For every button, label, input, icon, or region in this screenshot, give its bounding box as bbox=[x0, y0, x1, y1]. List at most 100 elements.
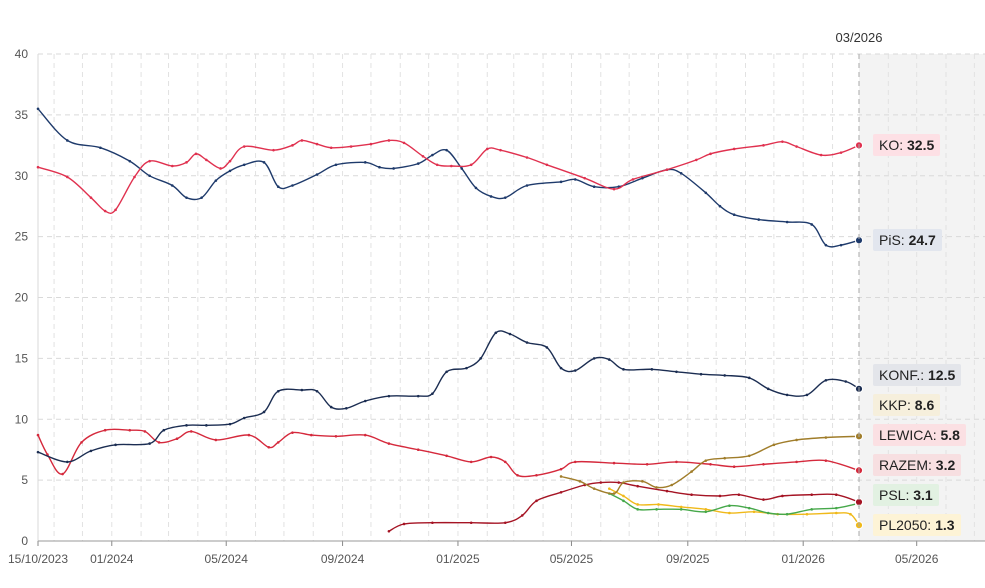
data-point bbox=[315, 142, 319, 146]
data-point bbox=[747, 454, 751, 458]
data-point bbox=[607, 487, 611, 490]
label-party-name: KO bbox=[879, 137, 900, 154]
label-separator: : bbox=[927, 517, 936, 533]
data-point bbox=[103, 209, 107, 213]
data-point bbox=[819, 153, 823, 157]
data-point bbox=[315, 173, 319, 176]
data-point bbox=[834, 511, 838, 515]
data-point bbox=[704, 459, 708, 462]
data-point bbox=[489, 195, 493, 198]
grid bbox=[37, 53, 985, 542]
data-point bbox=[416, 162, 420, 165]
y-tick-label: 30 bbox=[15, 169, 29, 183]
label-separator: : bbox=[907, 397, 915, 413]
data-point bbox=[171, 184, 174, 187]
data-point bbox=[559, 475, 563, 478]
x-tick-label: 15/10/2023 bbox=[8, 552, 68, 566]
series-pis bbox=[36, 107, 864, 248]
data-point bbox=[690, 470, 693, 473]
data-point bbox=[387, 394, 391, 398]
data-point bbox=[573, 369, 577, 372]
data-point bbox=[387, 139, 391, 142]
data-point bbox=[148, 159, 151, 163]
data-point bbox=[728, 504, 731, 507]
data-point bbox=[704, 508, 708, 511]
label-separator: : bbox=[899, 137, 908, 154]
axes: 0 5 10 15 20 25 30 35 40 15/10/2023 01/2024 05/2024… bbox=[8, 47, 985, 566]
data-point bbox=[704, 510, 708, 514]
data-point bbox=[747, 506, 751, 510]
data-point bbox=[781, 140, 784, 143]
data-point bbox=[655, 508, 658, 511]
data-point bbox=[143, 430, 147, 433]
data-point bbox=[315, 389, 319, 393]
data-point bbox=[363, 399, 367, 403]
data-point bbox=[795, 460, 798, 464]
data-point bbox=[645, 462, 649, 466]
data-point bbox=[810, 493, 814, 497]
data-point bbox=[185, 196, 188, 199]
series-line-psl bbox=[608, 492, 860, 516]
data-point bbox=[766, 511, 770, 515]
data-point bbox=[479, 357, 482, 360]
data-point bbox=[214, 179, 218, 182]
data-point bbox=[612, 187, 616, 191]
data-point bbox=[80, 441, 83, 444]
data-point bbox=[387, 442, 391, 445]
data-point bbox=[824, 243, 828, 247]
data-point bbox=[612, 461, 616, 465]
data-point bbox=[839, 243, 843, 247]
data-point bbox=[525, 156, 529, 159]
data-point bbox=[670, 483, 674, 487]
label-party-name: LEWICA bbox=[879, 427, 933, 443]
data-point bbox=[387, 529, 391, 533]
series-razem bbox=[387, 481, 864, 533]
data-point bbox=[785, 393, 789, 397]
x-tick-label: 05/2024 bbox=[205, 552, 249, 566]
data-point bbox=[205, 158, 208, 162]
label-separator: : bbox=[928, 457, 936, 473]
data-point bbox=[592, 357, 596, 360]
data-point bbox=[592, 487, 596, 490]
series-konf bbox=[36, 330, 864, 464]
data-point bbox=[559, 491, 563, 494]
data-point bbox=[805, 512, 809, 516]
data-point bbox=[503, 460, 507, 464]
y-tick-label: 35 bbox=[15, 108, 29, 122]
series-line-ko bbox=[37, 139, 860, 215]
cursor-date-label: 03/2026 bbox=[836, 30, 883, 45]
x-tick-label: 09/2025 bbox=[666, 552, 710, 566]
data-point bbox=[205, 424, 208, 427]
data-point bbox=[128, 428, 132, 432]
data-point bbox=[276, 185, 280, 189]
data-point bbox=[416, 448, 420, 451]
series-line-razem bbox=[388, 481, 860, 532]
data-point bbox=[785, 512, 789, 516]
data-point bbox=[148, 442, 151, 445]
label-razem: RAZEM: 3.2 bbox=[873, 454, 962, 476]
data-point bbox=[392, 167, 395, 170]
data-point bbox=[824, 459, 828, 462]
data-point bbox=[636, 508, 639, 511]
data-point bbox=[607, 358, 611, 361]
data-point bbox=[810, 223, 814, 226]
data-point bbox=[103, 428, 107, 432]
x-tick-label: 09/2024 bbox=[321, 552, 365, 566]
label-pis: PiS: 24.7 bbox=[873, 229, 942, 252]
data-point bbox=[559, 366, 563, 370]
data-point bbox=[334, 163, 338, 167]
data-point bbox=[219, 167, 222, 170]
data-point bbox=[272, 148, 275, 152]
data-point bbox=[431, 392, 434, 395]
data-point bbox=[583, 176, 587, 180]
data-point bbox=[695, 158, 698, 162]
label-pl2050: PL2050: 1.3 bbox=[873, 514, 961, 536]
data-point bbox=[329, 146, 333, 150]
data-point bbox=[242, 416, 246, 420]
data-point bbox=[657, 503, 660, 506]
data-point bbox=[844, 380, 848, 383]
data-point bbox=[157, 441, 161, 444]
data-point bbox=[402, 141, 406, 145]
label-party-value: 12.5 bbox=[928, 367, 956, 383]
data-point bbox=[516, 473, 519, 477]
